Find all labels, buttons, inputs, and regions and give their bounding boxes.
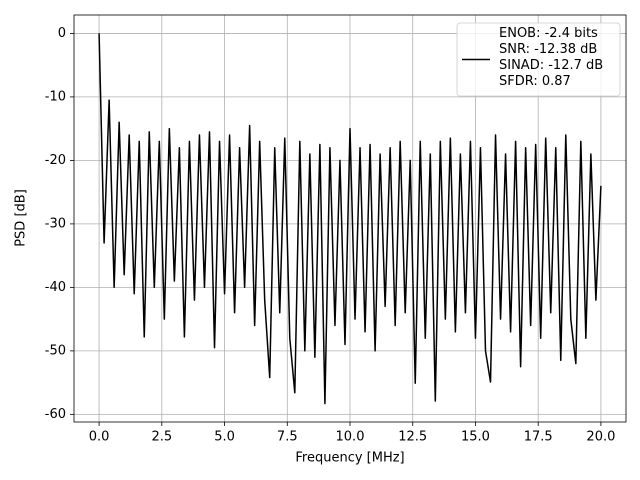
x-tick-label: 15.0 bbox=[461, 430, 490, 445]
x-axis-label: Frequency [MHz] bbox=[295, 451, 404, 466]
x-tick-label: 20.0 bbox=[586, 430, 615, 445]
x-tick-label: 10.0 bbox=[336, 430, 365, 445]
y-tick-label: -10 bbox=[45, 89, 66, 104]
x-tick-label: 7.5 bbox=[277, 430, 298, 445]
plot-frame bbox=[73, 14, 627, 423]
y-tick-label: -40 bbox=[45, 280, 66, 295]
y-tick-label: -60 bbox=[45, 407, 66, 422]
legend-label: ENOB: -2.4 bits SNR: -12.38 dB SINAD: -1… bbox=[499, 26, 604, 89]
x-tick-label: 2.5 bbox=[151, 430, 172, 445]
y-tick-label: 0 bbox=[58, 26, 66, 41]
x-tick-label: 17.5 bbox=[524, 430, 553, 445]
x-tick-label: 12.5 bbox=[398, 430, 427, 445]
x-tick-label: 5.0 bbox=[214, 430, 235, 445]
series-line bbox=[98, 33, 602, 405]
y-tick-label: -20 bbox=[45, 153, 66, 168]
y-tick-label: -50 bbox=[45, 343, 66, 358]
y-axis-label: PSD [dB] bbox=[14, 189, 29, 247]
legend-box bbox=[456, 22, 621, 97]
x-tick-label: 0.0 bbox=[89, 430, 110, 445]
legend-entry: ENOB: -2.4 bits SNR: -12.38 dB SINAD: -1… bbox=[499, 26, 604, 89]
y-tick-label: -30 bbox=[45, 216, 66, 231]
